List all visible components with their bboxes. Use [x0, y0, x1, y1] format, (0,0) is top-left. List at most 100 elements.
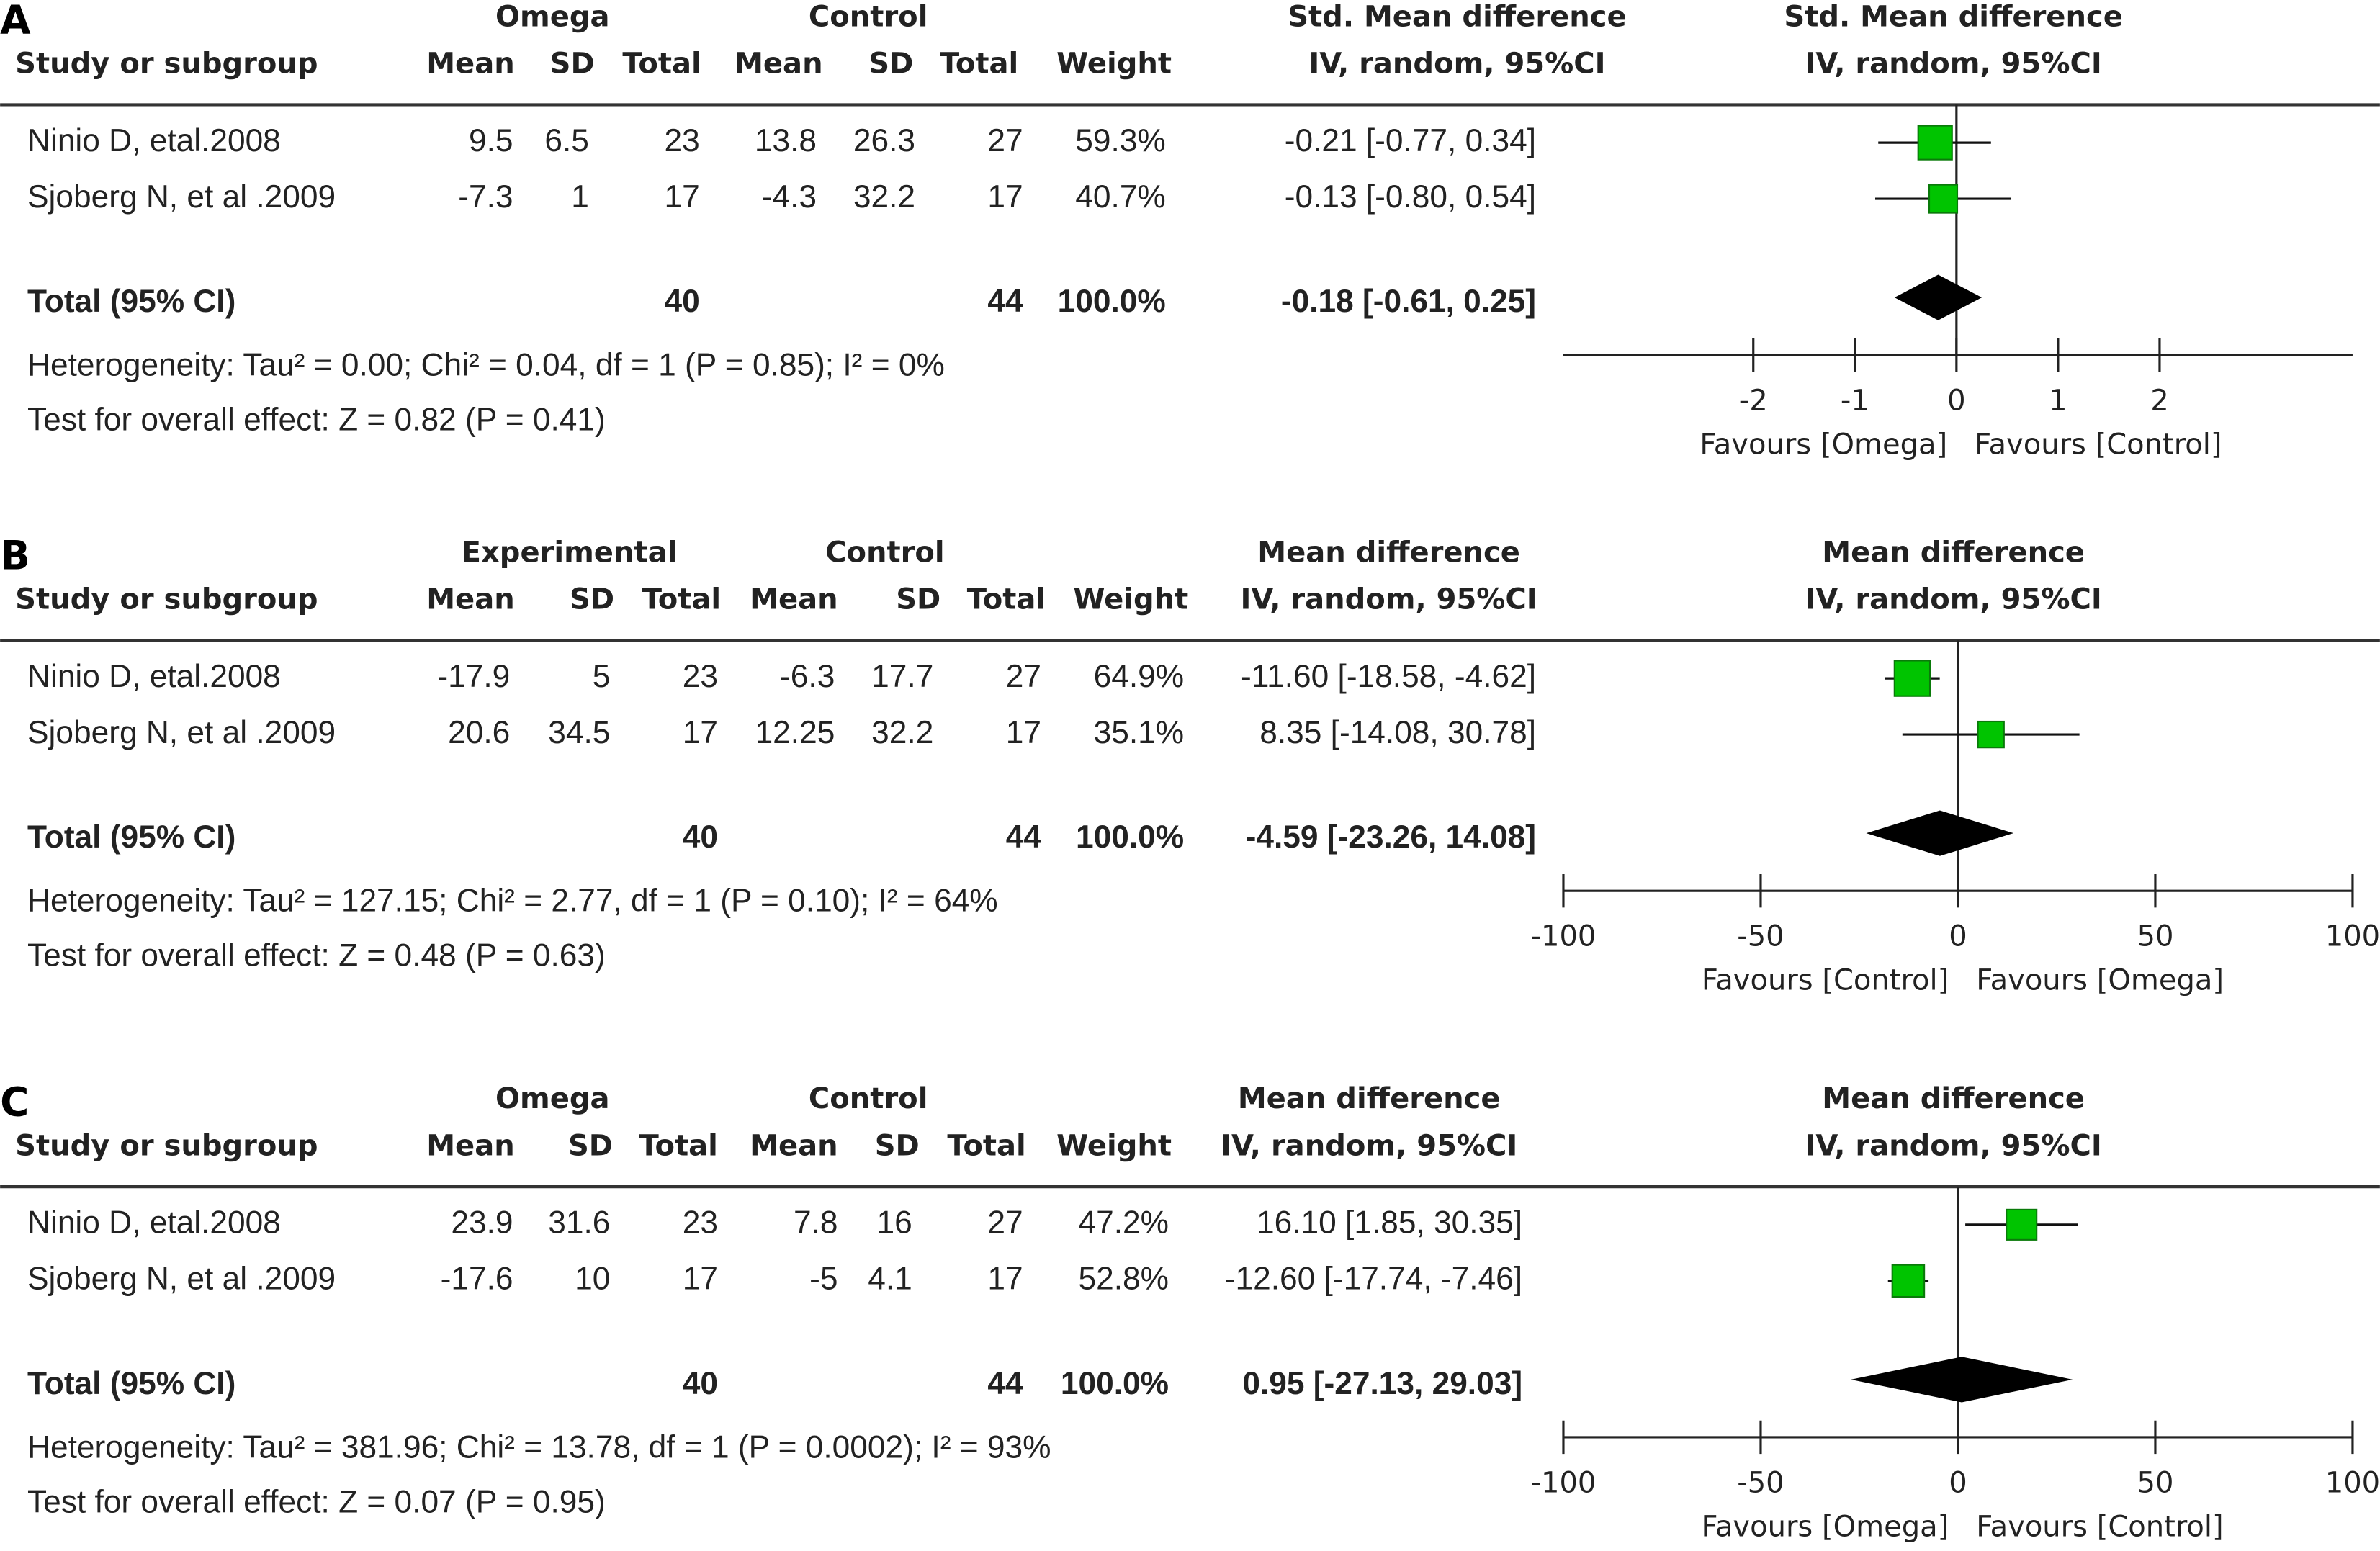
column-header: Study or subgroup — [15, 48, 318, 81]
heterogeneity: Heterogeneity: Tau² = 127.15; Chi² = 2.7… — [27, 884, 998, 919]
cell: 23.9 — [451, 1205, 513, 1241]
total-n-control: 44 — [1006, 819, 1042, 855]
cell: -6.3 — [780, 659, 835, 694]
weight: 52.8% — [1079, 1262, 1169, 1297]
total-n-experimental: 40 — [665, 284, 700, 319]
forest-panel: C Omega Control Study or subgroup Mean SD Tota… — [0, 1079, 2380, 1543]
cell: -17.9 — [437, 659, 510, 694]
plot-header: IV, random, 95%CI — [1805, 1129, 2102, 1162]
cell: 23 — [665, 123, 700, 158]
column-header: SD — [875, 1129, 920, 1162]
pooled-diamond — [1866, 810, 2014, 856]
plot-header: IV, random, 95%CI — [1805, 48, 2102, 81]
column-header: SD — [896, 583, 940, 616]
cell: 17.7 — [871, 659, 933, 694]
x-tick-label: -50 — [1737, 1466, 1784, 1499]
cell: 17 — [987, 179, 1023, 215]
total-effect-label: -0.18 [-0.61, 0.25] — [1281, 284, 1536, 319]
column-header: SD — [868, 48, 913, 81]
column-header: SD — [550, 48, 595, 81]
total-label: Total (95% CI) — [27, 284, 235, 319]
weight: 59.3% — [1075, 123, 1165, 158]
total-effect-label: -4.59 [-23.26, 14.08] — [1246, 819, 1536, 855]
cell: -4.3 — [762, 179, 817, 215]
x-tick-label: 50 — [2137, 920, 2173, 953]
cell: 9.5 — [469, 123, 513, 158]
study-estimate — [1917, 125, 1953, 161]
effect-label: 8.35 [-14.08, 30.78] — [1259, 715, 1536, 750]
total-n-experimental: 40 — [683, 1366, 718, 1401]
x-tick-label: 100 — [2325, 920, 2380, 953]
cell: 16 — [877, 1205, 912, 1241]
study-name: Sjoberg N, et al .2009 — [27, 179, 336, 215]
plot-header: IV, random, 95%CI — [1805, 583, 2102, 616]
total-weight: 100.0% — [1061, 1366, 1169, 1401]
study-name: Ninio D, etal.2008 — [27, 659, 281, 694]
total-n-experimental: 40 — [683, 819, 718, 855]
overall-effect: Test for overall effect: Z = 0.48 (P = 0… — [27, 938, 606, 974]
group-header: Control — [809, 0, 928, 33]
cell: 34.5 — [548, 715, 610, 750]
column-header: Total — [639, 1129, 718, 1162]
cell: 23 — [683, 659, 718, 694]
column-header: Mean — [426, 583, 515, 616]
panel-label: B — [0, 533, 30, 579]
total-n-control: 44 — [987, 284, 1023, 319]
x-tick-label: -100 — [1531, 920, 1597, 953]
cell: 32.2 — [871, 715, 933, 750]
cell: 17 — [683, 715, 718, 750]
study-name: Ninio D, etal.2008 — [27, 1205, 281, 1241]
column-header: SD — [568, 1129, 613, 1162]
total-weight: 100.0% — [1058, 284, 1166, 319]
x-tick-label: -100 — [1531, 1466, 1597, 1499]
x-tick-label: -2 — [1739, 385, 1768, 418]
effect-label: -12.60 [-17.74, -7.46] — [1225, 1262, 1522, 1297]
x-tick-label: 1 — [2049, 385, 2067, 418]
group-header: Omega — [495, 0, 610, 33]
cell: 17 — [683, 1262, 718, 1297]
column-header: Total — [642, 583, 721, 616]
cell: 23 — [683, 1205, 718, 1241]
x-tick-label: 100 — [2325, 1466, 2380, 1499]
column-header: Total — [622, 48, 701, 81]
effect-header: IV, random, 95%CI — [1221, 1129, 1517, 1162]
panel-label: C — [0, 1079, 29, 1125]
study-estimate — [1891, 1264, 1926, 1298]
cell: 7.8 — [794, 1205, 838, 1241]
study-estimate — [1977, 720, 2005, 749]
column-header: Mean — [426, 48, 515, 81]
x-tick-label: -1 — [1841, 385, 1869, 418]
effect-header: IV, random, 95%CI — [1240, 583, 1537, 616]
total-weight: 100.0% — [1076, 819, 1184, 855]
cell: 26.3 — [853, 123, 915, 158]
study-estimate — [1928, 184, 1959, 214]
effect-header: Mean difference — [1238, 1082, 1501, 1115]
cell: 32.2 — [853, 179, 915, 215]
cell: 17 — [987, 1262, 1023, 1297]
group-header: Control — [825, 536, 944, 569]
column-header: Mean — [750, 583, 838, 616]
cell: 17 — [665, 179, 700, 215]
forest-panel: B Experimental Control Study or subgroup Mea… — [0, 533, 2380, 997]
cell: 12.25 — [755, 715, 835, 750]
cell: 27 — [987, 123, 1023, 158]
group-header: Control — [809, 1082, 928, 1115]
x-tick-label: 2 — [2150, 385, 2168, 418]
favours-left: Favours [Omega] — [1699, 428, 1947, 462]
pooled-diamond — [1894, 274, 1982, 320]
study-name: Sjoberg N, et al .2009 — [27, 715, 336, 750]
plot-header: Mean difference — [1822, 536, 2085, 569]
cell: 27 — [987, 1205, 1023, 1241]
overall-effect: Test for overall effect: Z = 0.82 (P = 0… — [27, 403, 606, 438]
plot-header: Std. Mean difference — [1784, 0, 2122, 33]
effect-label: -0.13 [-0.80, 0.54] — [1285, 179, 1536, 215]
effect-label: -0.21 [-0.77, 0.34] — [1285, 123, 1536, 158]
column-header: Total — [967, 583, 1046, 616]
column-header: Study or subgroup — [15, 583, 318, 616]
x-tick-label: 0 — [1949, 920, 1967, 953]
column-header: Study or subgroup — [15, 1129, 318, 1162]
plot-header: Mean difference — [1822, 1082, 2085, 1115]
cell: 20.6 — [448, 715, 510, 750]
